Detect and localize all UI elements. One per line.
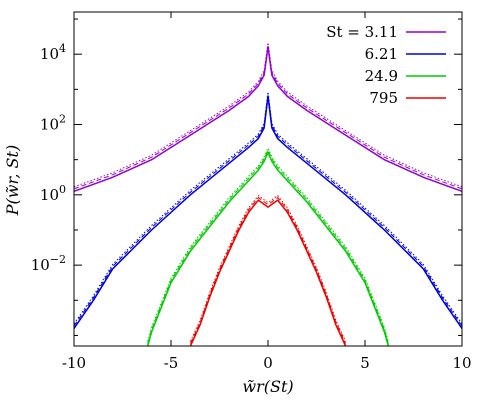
x-tick-label-0: -10 (62, 354, 86, 372)
plot-frame (73, 11, 463, 347)
series-dashed-2 (147, 148, 389, 344)
series-1 (74, 91, 462, 329)
series-2 (146, 146, 390, 346)
x-tick-label-1: -5 (164, 354, 179, 372)
x-tick-label-4: 10 (452, 354, 471, 372)
y-axis-title: P(w̃r, St) (3, 145, 22, 216)
x-tick-label-2: 0 (263, 354, 273, 372)
legend-label-1: 6.21 (365, 45, 398, 63)
y-tick-label-0: 104 (40, 42, 66, 63)
series-dotted-3 (189, 194, 347, 342)
series-layer (74, 42, 462, 346)
series-dashed-1 (74, 93, 462, 327)
series-dotted-1 (74, 91, 462, 325)
x-axis-title: w̃r(St) (242, 377, 293, 396)
series-line-0 (74, 47, 462, 193)
legend-label-2: 24.9 (365, 67, 398, 85)
series-dashed-0 (74, 44, 462, 190)
legend-label-0: St = 3.11 (326, 23, 398, 41)
y-tick-label-1: 102 (40, 113, 66, 134)
legend: St = 3.11 6.21 24.9 795 (326, 23, 446, 107)
series-dashed-3 (189, 196, 347, 344)
series-line-1 (74, 96, 462, 329)
series-dotted-2 (147, 146, 389, 342)
x-tick-label-3: 5 (360, 354, 370, 372)
ticks-layer: -10 -5 0 5 10 104 102 100 10−2 (31, 12, 472, 372)
series-line-2 (146, 150, 390, 346)
series-line-3 (189, 199, 347, 346)
legend-label-3: 795 (369, 89, 398, 107)
series-dotted-0 (74, 42, 462, 188)
series-0 (74, 42, 462, 193)
y-tick-label-3: 10−2 (31, 253, 66, 274)
series-3 (189, 194, 347, 346)
y-tick-label-2: 100 (40, 183, 66, 204)
